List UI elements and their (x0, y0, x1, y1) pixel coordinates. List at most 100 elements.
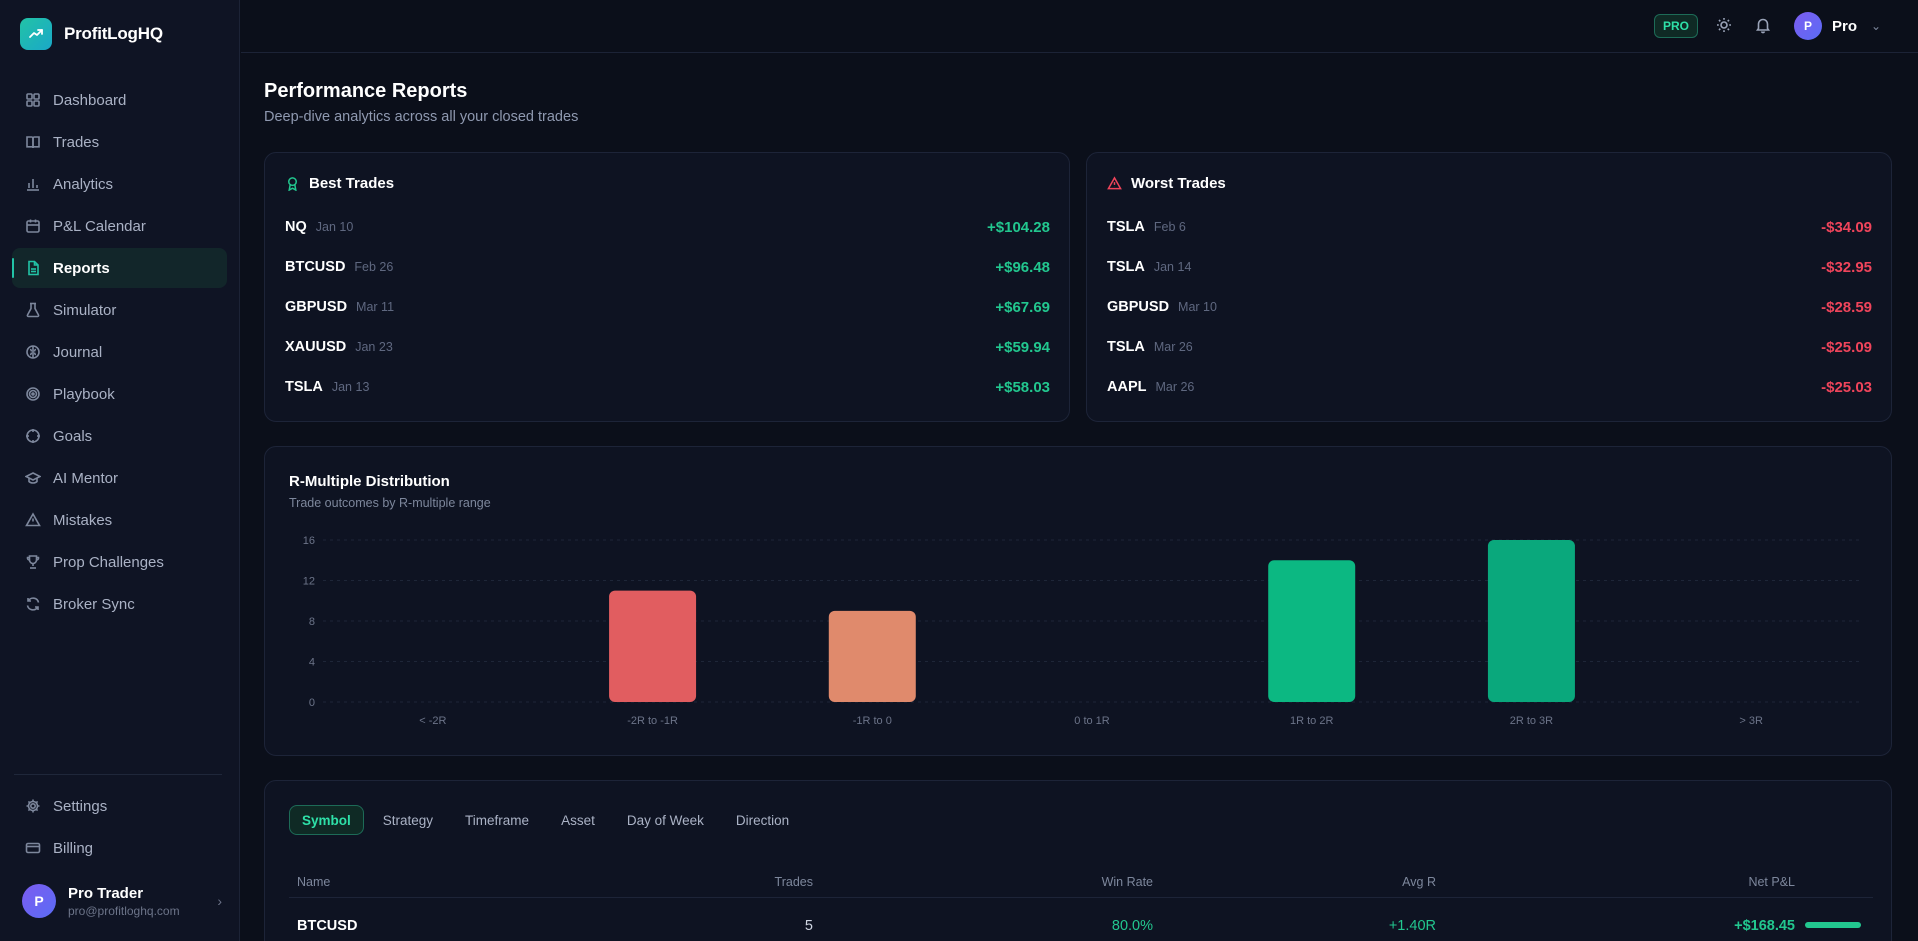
trade-pnl: -$32.95 (1821, 258, 1872, 276)
notifications-button[interactable] (1754, 16, 1772, 34)
trade-pnl: -$25.09 (1821, 338, 1872, 356)
sidebar-item-label: Broker Sync (53, 595, 135, 613)
trade-symbol: TSLA (1107, 339, 1145, 355)
user-name: Pro Trader (68, 884, 144, 902)
x-tick-label: -2R to -1R (627, 715, 678, 727)
row-win-rate: 80.0% (1111, 918, 1153, 934)
sidebar-item-journal[interactable]: Journal (12, 332, 227, 372)
tab-day-of-week[interactable]: Day of Week (626, 812, 704, 828)
trade-pnl: +$59.94 (995, 338, 1050, 356)
sidebar-item-dashboard[interactable]: Dashboard (12, 80, 227, 120)
sidebar-item-label: Dashboard (53, 91, 127, 109)
y-tick-label: 12 (303, 576, 315, 588)
book-icon (26, 136, 40, 149)
sidebar-item-trades[interactable]: Trades (12, 122, 227, 162)
list-item[interactable]: NQ Jan 10 +$104.28 (285, 207, 1050, 247)
sidebar-item-label: Journal (53, 343, 103, 361)
calendar-icon (26, 219, 40, 233)
trade-date: Jan 23 (355, 340, 393, 354)
account-name: Pro (1832, 17, 1858, 35)
list-item[interactable]: TSLA Mar 26 -$25.09 (1107, 327, 1872, 367)
column-header-avg-r[interactable]: Avg R (1402, 875, 1436, 889)
brand[interactable]: ProfitLogHQ (20, 18, 163, 50)
column-header-win-rate[interactable]: Win Rate (1101, 875, 1153, 889)
trade-symbol: TSLA (1107, 219, 1145, 235)
list-item[interactable]: TSLA Jan 14 -$32.95 (1107, 247, 1872, 287)
account-menu-button[interactable]: P Pro ⌄ (1794, 12, 1881, 40)
target-icon (26, 387, 40, 401)
sidebar: ProfitLogHQ Dashboard Trades Analytics P… (0, 0, 240, 941)
topbar: PRO P Pro ⌄ (241, 0, 1918, 53)
table-divider (289, 897, 1873, 898)
sidebar-item-settings[interactable]: Settings (12, 786, 227, 826)
sidebar-item-mistakes[interactable]: Mistakes (12, 500, 227, 540)
chevron-right-icon: › (217, 893, 222, 909)
warning-icon (1107, 176, 1122, 190)
list-item[interactable]: AAPL Mar 26 -$25.03 (1107, 367, 1872, 407)
sidebar-item-reports[interactable]: Reports (12, 248, 227, 288)
bar-chart-icon (27, 179, 39, 191)
y-tick-label: 8 (309, 616, 315, 628)
trade-symbol: TSLA (1107, 259, 1145, 275)
tab-strategy[interactable]: Strategy (382, 812, 434, 828)
sidebar-item-ai-mentor[interactable]: AI Mentor (12, 458, 227, 498)
worst-trades-card: Worst Trades TSLA Feb 6 -$34.09 TSLA Jan 14… (1086, 152, 1892, 422)
trade-symbol: GBPUSD (285, 299, 348, 315)
trade-date: Jan 14 (1153, 260, 1192, 274)
sidebar-item-label: Goals (53, 427, 93, 445)
sidebar-item-label: Simulator (53, 301, 117, 319)
trade-date: Mar 11 (356, 300, 395, 314)
y-tick-label: 4 (309, 657, 315, 669)
sidebar-item-simulator[interactable]: Simulator (12, 290, 227, 330)
award-icon (288, 177, 297, 191)
sidebar-item-analytics[interactable]: Analytics (12, 164, 227, 204)
sidebar-item-broker-sync[interactable]: Broker Sync (12, 584, 227, 624)
tab-symbol[interactable]: Symbol (289, 805, 364, 835)
user-menu[interactable]: P Pro Trader pro@profitloghq.com › (22, 884, 222, 918)
row-avg-r: +1.40R (1388, 918, 1436, 934)
tab-timeframe[interactable]: Timeframe (465, 812, 530, 828)
theme-toggle-button[interactable] (1715, 16, 1733, 34)
sidebar-item-pl-calendar[interactable]: P&L Calendar (12, 206, 227, 246)
trade-date: Feb 26 (354, 260, 394, 274)
column-header-trades[interactable]: Trades (774, 875, 813, 889)
column-header-name[interactable]: Name (297, 875, 331, 889)
trade-date: Jan 10 (315, 220, 354, 234)
chart-title: R-Multiple Distribution (289, 473, 450, 490)
user-email: pro@profitloghq.com (68, 903, 180, 918)
list-item[interactable]: TSLA Feb 6 -$34.09 (1107, 207, 1872, 247)
sync-icon (26, 597, 40, 611)
sidebar-item-goals[interactable]: Goals (12, 416, 227, 456)
sidebar-item-label: P&L Calendar (53, 217, 146, 235)
list-item[interactable]: GBPUSD Mar 10 -$28.59 (1107, 287, 1872, 327)
list-item[interactable]: XAUUSD Jan 23 +$59.94 (285, 327, 1050, 367)
list-item[interactable]: BTCUSD Feb 26 +$96.48 (285, 247, 1050, 287)
sidebar-item-label: Reports (53, 259, 110, 277)
sidebar-item-billing[interactable]: Billing (12, 828, 227, 868)
brain-icon (26, 345, 40, 359)
avatar: P (1794, 12, 1822, 40)
tab-direction[interactable]: Direction (735, 812, 790, 828)
page-subtitle: Deep-dive analytics across all your clos… (264, 109, 579, 125)
trade-symbol: BTCUSD (285, 259, 346, 275)
bar (1487, 540, 1575, 702)
graduation-cap-icon (25, 472, 41, 484)
x-tick-label: -1R to 0 (853, 715, 892, 727)
chart-subtitle: Trade outcomes by R-multiple range (289, 496, 491, 510)
sidebar-item-label: Prop Challenges (53, 553, 164, 571)
crosshair-icon (26, 429, 40, 443)
trade-pnl: -$25.03 (1821, 378, 1872, 396)
tab-asset[interactable]: Asset (561, 812, 595, 828)
sidebar-item-label: Trades (53, 133, 100, 151)
sidebar-item-playbook[interactable]: Playbook (12, 374, 227, 414)
trade-date: Jan 13 (331, 380, 370, 394)
x-tick-label: > 3R (1739, 715, 1763, 727)
trade-pnl: +$58.03 (995, 378, 1050, 396)
sidebar-divider (14, 774, 222, 775)
list-item[interactable]: GBPUSD Mar 11 +$67.69 (285, 287, 1050, 327)
sidebar-item-prop-challenges[interactable]: Prop Challenges (12, 542, 227, 582)
list-item[interactable]: TSLA Jan 13 +$58.03 (285, 367, 1050, 407)
flask-icon (26, 302, 40, 318)
column-header-net-pnl[interactable]: Net P&L (1748, 875, 1795, 889)
page-title: Performance Reports (264, 80, 468, 102)
